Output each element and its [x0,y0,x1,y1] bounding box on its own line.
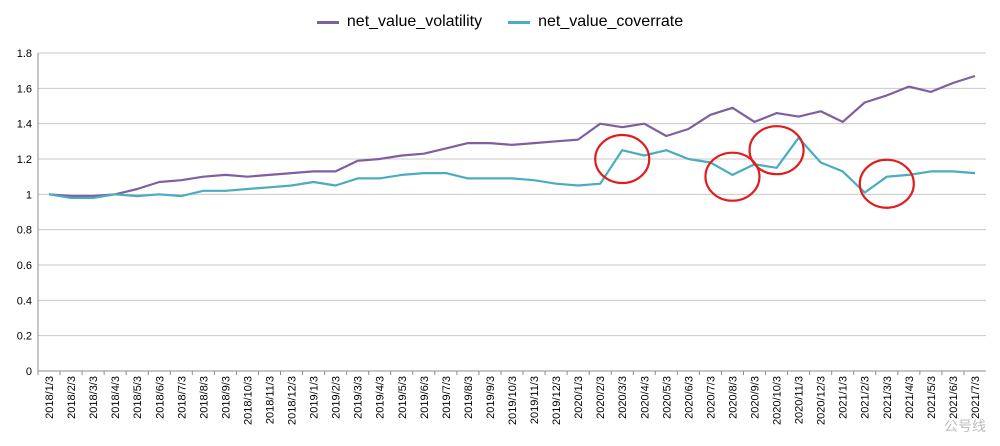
x-tick-label: 2020/4/3 [639,376,651,419]
x-tick-label: 2018/1/3 [44,376,56,419]
highlight-circle [704,151,761,202]
x-tick-label: 2020/3/3 [617,376,629,419]
x-tick-label: 2019/7/3 [441,376,453,419]
legend-item-volatility[interactable]: net_value_volatility [316,13,483,31]
x-tick-label: 2018/11/3 [264,376,276,424]
x-tick-label: 2020/6/3 [683,376,695,419]
y-tick-label: 0.4 [17,295,32,307]
x-tick-label: 2019/10/3 [507,376,519,425]
watermark: 公号线 [944,418,986,434]
x-tick-label: 2021/4/3 [904,376,916,419]
legend: net_value_volatility net_value_coverrate [0,8,1000,36]
x-tick-label: 2018/2/3 [66,376,78,419]
x-tick-label: 2019/8/3 [463,376,475,419]
y-tick-label: 0.6 [17,260,32,272]
x-tick-label: 2019/11/3 [529,376,541,424]
legend-item-coverrate[interactable]: net_value_coverrate [508,13,683,31]
x-tick-label: 2019/3/3 [353,376,365,419]
x-tick-label: 2020/1/3 [573,376,585,419]
x-tick-label: 2021/7/3 [970,376,982,419]
legend-label-volatility: net_value_volatility [346,13,483,30]
x-tick-label: 2021/6/3 [948,376,960,419]
x-tick-label: 2018/7/3 [176,376,188,419]
x-tick-label: 2018/12/3 [287,376,299,425]
x-tick-label: 2020/11/3 [794,376,806,424]
x-tick-label: 2019/1/3 [309,376,321,419]
x-tick-label: 2020/5/3 [661,376,673,419]
y-tick-label: 0.2 [17,331,32,343]
legend-swatch-volatility [316,20,339,24]
x-tick-label: 2018/10/3 [242,376,254,425]
x-tick-label: 2021/3/3 [882,376,894,419]
x-tick-label: 2019/2/3 [331,376,343,419]
highlight-circle [748,125,805,176]
x-tick-label: 2018/8/3 [198,376,210,419]
x-tick-label: 2019/12/3 [551,376,563,425]
x-tick-label: 2020/12/3 [816,376,828,425]
x-tick-label: 2020/2/3 [595,376,607,419]
x-tick-label: 2020/7/3 [705,376,717,419]
x-tick-label: 2018/6/3 [154,376,166,419]
y-tick-label: 0.8 [17,225,32,237]
x-tick-label: 2020/10/3 [772,376,784,425]
x-tick-label: 2019/5/3 [397,376,409,419]
highlight-circle [594,133,651,185]
x-tick-label: 2020/8/3 [727,376,739,419]
x-tick-label: 2019/9/3 [485,376,497,419]
y-tick-label: 1.8 [17,48,32,60]
series-line-coverrate [48,136,976,199]
x-tick-label: 2018/9/3 [220,376,232,419]
x-tick-label: 2018/4/3 [110,376,122,419]
x-tick-label: 2019/6/3 [419,376,431,419]
y-tick-label: 1 [26,189,32,201]
x-tick-label: 2018/3/3 [88,376,100,419]
y-tick-label: 1.6 [17,83,32,95]
x-tick-label: 2020/9/3 [750,376,762,419]
series-line-volatility [48,74,976,198]
y-tick-label: 0 [26,366,32,378]
x-tick-label: 2021/1/3 [838,376,850,419]
y-tick-label: 1.2 [17,154,32,166]
highlight-circle [858,158,915,209]
legend-label-coverrate: net_value_coverrate [538,13,684,30]
legend-swatch-coverrate [508,20,531,24]
x-tick-label: 2021/5/3 [926,376,938,419]
x-tick-label: 2019/4/3 [375,376,387,419]
x-tick-label: 2021/2/3 [860,376,872,419]
y-tick-label: 1.4 [17,119,32,131]
x-tick-label: 2018/5/3 [132,376,144,419]
